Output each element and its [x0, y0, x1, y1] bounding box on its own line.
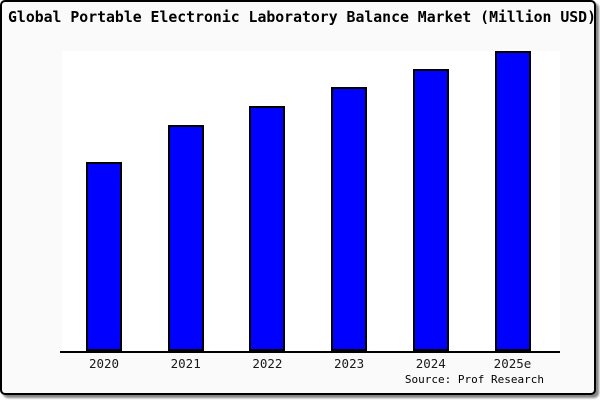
- x-tick-label-2024: 2024: [415, 356, 446, 371]
- x-tick-label-2021: 2021: [170, 356, 201, 371]
- source-label: Source: Prof Research: [404, 373, 544, 386]
- plot-area: [60, 51, 560, 353]
- x-axis-labels: 2020 2021 2022 2023 2024 2025e: [2, 356, 600, 372]
- x-tick-label-2023: 2023: [334, 356, 365, 371]
- bar-2022: [249, 106, 286, 351]
- bar-2025e: [494, 51, 531, 351]
- bar-2020: [86, 162, 122, 351]
- x-tick-label-2025e: 2025e: [493, 356, 532, 371]
- x-tick-label-2022: 2022: [252, 356, 283, 371]
- bar-2024: [412, 69, 449, 351]
- bar-2021: [167, 125, 204, 351]
- x-tick-label-2020: 2020: [88, 356, 120, 371]
- bar-2023: [331, 87, 368, 351]
- chart-title: Global Portable Electronic Laboratory Ba…: [8, 9, 596, 26]
- x-axis-line: [60, 351, 560, 353]
